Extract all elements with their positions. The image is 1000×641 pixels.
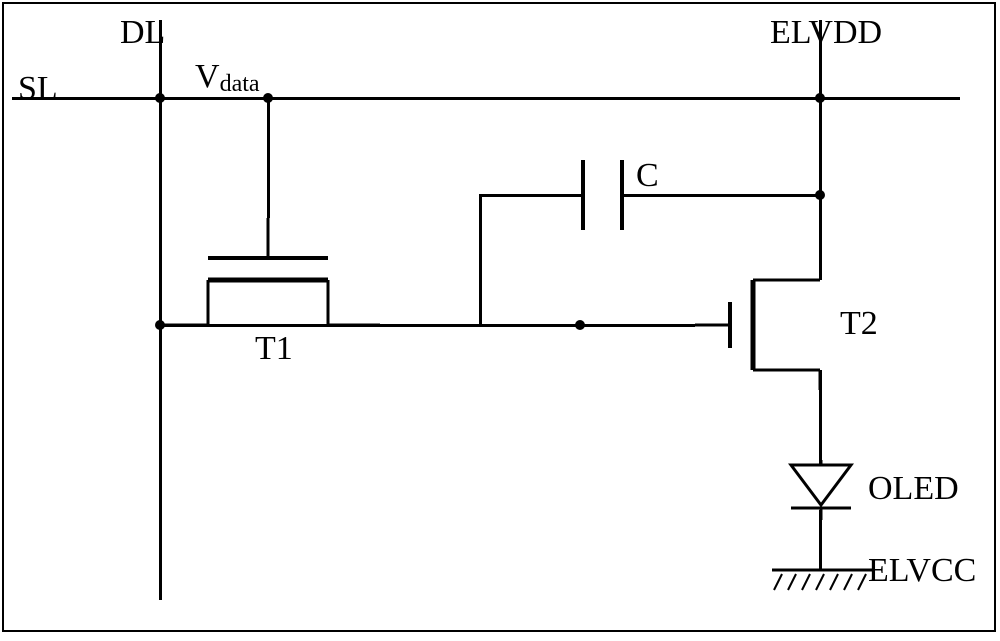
label-dl: DL [120, 14, 165, 52]
transistor-t1 [160, 218, 380, 338]
label-vdata: Vdata [195, 58, 260, 96]
transistor-t2 [695, 270, 830, 390]
label-elvcc: ELVCC [868, 552, 976, 590]
node-cap-elvdd [815, 190, 825, 200]
label-t1: T1 [255, 330, 293, 368]
wire-mid-up [479, 324, 582, 327]
label-c: C [636, 157, 659, 195]
label-t2: T2 [840, 305, 878, 343]
node-vdata-tap [263, 93, 273, 103]
diode-oled [786, 460, 856, 520]
wire-elvdd [819, 20, 822, 280]
wire-cap-left-h [479, 194, 581, 197]
node-elvdd-sl [815, 93, 825, 103]
wire-cap-left-v [479, 195, 482, 325]
ground-elvcc [772, 566, 872, 596]
wire-t1-gate [267, 98, 270, 218]
node-sl-dl [155, 93, 165, 103]
capacitor-c [575, 160, 630, 230]
label-elvdd: ELVDD [770, 14, 882, 52]
wire-t2-drn-stub [819, 370, 822, 385]
wire-t2-to-oled [819, 380, 822, 465]
label-oled: OLED [868, 470, 959, 508]
node-t1-dl [155, 320, 165, 330]
label-sl: SL [18, 70, 58, 108]
